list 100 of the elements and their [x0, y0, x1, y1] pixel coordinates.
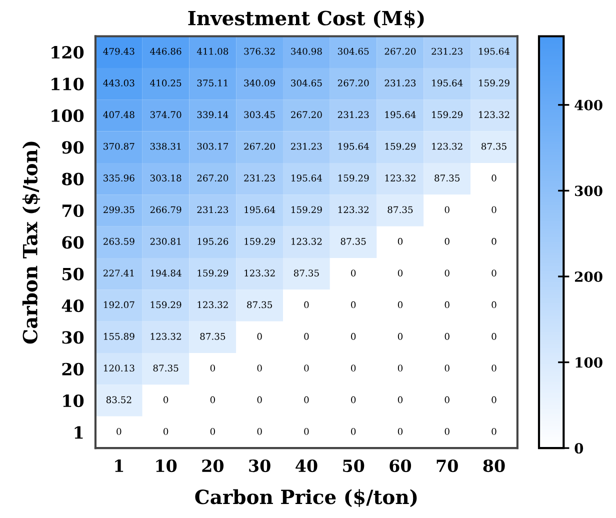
color-bar-label: 300: [575, 186, 602, 196]
x-tick-label: 20: [202, 459, 224, 472]
data-label: 83.52: [106, 396, 132, 404]
data-label: 0: [351, 428, 356, 435]
data-label: 340.98: [291, 48, 322, 55]
data-label: 267.20: [291, 111, 322, 118]
data-label: 195.64: [385, 111, 416, 118]
color-bar-label: 400: [574, 100, 602, 110]
color-bar-label: 100: [576, 357, 602, 368]
data-label: 123.32: [198, 301, 228, 308]
data-label: 123.32: [150, 332, 181, 340]
data-label: 0: [351, 396, 356, 404]
data-label: 159.29: [292, 206, 322, 214]
x-tick-label: 30: [249, 459, 270, 472]
data-label: 87.35: [434, 174, 460, 182]
data-label: 87.35: [388, 206, 413, 214]
y-tick-label: 10: [63, 394, 84, 408]
y-tick-label: 110: [52, 78, 84, 90]
data-label: 0: [304, 396, 309, 404]
data-label: 87.35: [153, 364, 178, 372]
data-label: 195.64: [479, 48, 510, 55]
data-label: 0: [444, 396, 450, 404]
data-label: 479.43: [103, 48, 134, 55]
data-label: 231.23: [432, 48, 462, 55]
data-label: 123.32: [338, 206, 368, 214]
data-label: 120.13: [104, 364, 134, 372]
color-bar-label: 0: [574, 443, 584, 454]
data-label: 87.35: [200, 332, 226, 340]
color-bar-label: 200: [574, 271, 602, 282]
data-label: 231.23: [384, 80, 416, 86]
data-label: 304.65: [291, 80, 322, 86]
data-label: 123.32: [432, 142, 462, 150]
data-label: 0: [210, 396, 215, 404]
data-label: 155.89: [104, 332, 134, 340]
data-label: 0: [351, 364, 356, 372]
data-label: 0: [444, 270, 450, 276]
data-label: 0: [304, 301, 309, 308]
data-label: 0: [257, 396, 262, 404]
x-tick-label: 50: [343, 459, 364, 472]
data-label: 303.17: [197, 142, 228, 150]
y-tick-label: 120: [52, 46, 84, 59]
data-label: 0: [492, 270, 496, 276]
data-label: 159.29: [198, 270, 228, 276]
y-tick-label: 20: [62, 362, 84, 376]
data-label: 375.11: [197, 80, 228, 86]
data-label: 159.29: [432, 111, 463, 118]
data-label: 0: [492, 238, 496, 245]
x-tick-label: 70: [436, 459, 458, 472]
data-label: 87.35: [481, 142, 506, 150]
data-label: 0: [398, 270, 403, 276]
data-label: 0: [398, 332, 403, 340]
x-tick-label: 80: [483, 459, 505, 472]
data-label: 0: [444, 332, 450, 340]
y-tick-label: 100: [52, 109, 84, 122]
data-label: 0: [398, 428, 403, 435]
y-tick-label: 1: [74, 426, 83, 439]
data-label: 0: [351, 332, 356, 340]
y-axis-title: Carbon Tax ($/ton): [22, 142, 40, 344]
x-tick-label: 10: [156, 459, 177, 472]
data-label: 263.59: [104, 238, 134, 245]
data-label: 374.70: [150, 111, 182, 118]
data-label: 0: [398, 301, 403, 308]
y-tick-label: 80: [62, 172, 84, 186]
y-tick-label: 70: [62, 204, 84, 218]
data-label: 267.20: [244, 142, 276, 150]
data-label: 123.32: [244, 270, 275, 276]
x-tick-label: 40: [296, 459, 318, 472]
data-label: 231.23: [197, 206, 228, 214]
y-tick-label: 60: [62, 236, 84, 249]
data-label: 231.23: [338, 111, 369, 118]
data-label: 195.26: [198, 238, 228, 245]
data-label: 0: [398, 238, 403, 245]
data-label: 303.18: [150, 174, 182, 182]
data-label: 159.29: [385, 142, 416, 150]
data-label: 376.32: [244, 48, 275, 55]
data-label: 0: [398, 396, 403, 404]
data-label: 267.20: [384, 48, 416, 55]
data-label: 0: [492, 396, 496, 404]
data-label: 0: [304, 428, 309, 435]
data-label: 0: [492, 174, 496, 182]
data-label: 0: [116, 428, 122, 435]
data-label: 446.86: [150, 48, 182, 55]
y-tick-label: 50: [62, 268, 84, 280]
data-label: 195.64: [244, 206, 276, 214]
x-tick-label: 60: [390, 459, 412, 472]
data-label: 159.29: [244, 238, 275, 245]
data-label: 0: [492, 428, 496, 435]
data-label: 340.09: [244, 80, 275, 86]
y-tick-label: 40: [62, 299, 84, 312]
data-label: 411.08: [196, 48, 228, 55]
data-label: 0: [257, 332, 262, 340]
data-label: 195.64: [338, 142, 369, 150]
data-label: 159.29: [150, 301, 182, 308]
data-label: 0: [492, 206, 496, 214]
data-label: 304.65: [338, 48, 369, 55]
data-label: 87.35: [294, 270, 319, 276]
data-label: 0: [304, 332, 309, 340]
x-tick-label: 1: [115, 459, 124, 472]
data-label: 192.07: [104, 301, 134, 308]
data-label: 267.20: [197, 174, 228, 182]
